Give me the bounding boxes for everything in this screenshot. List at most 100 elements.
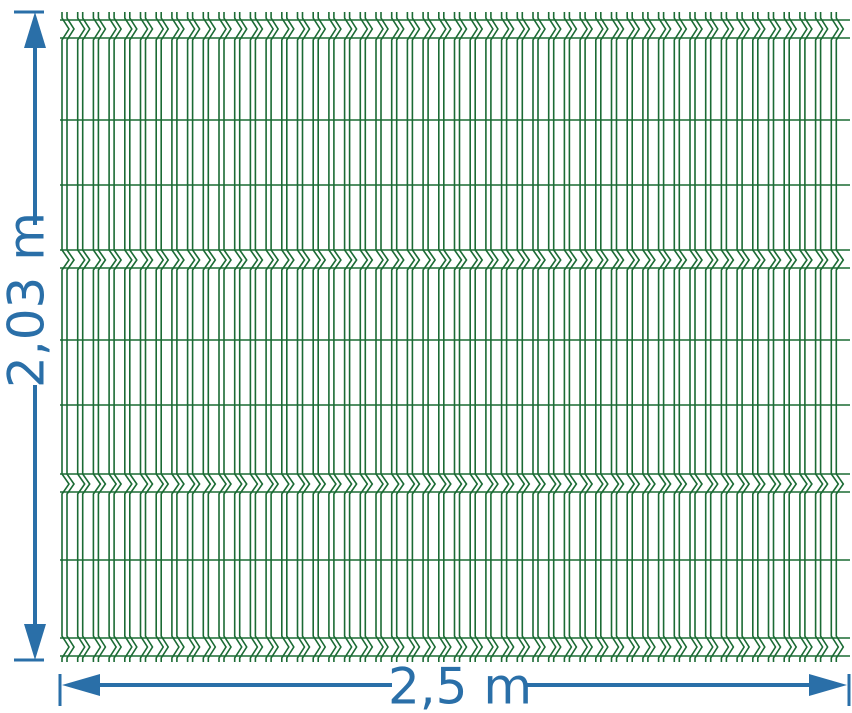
vertical-wire — [741, 12, 751, 662]
vertical-wire — [615, 12, 625, 662]
vertical-wire — [238, 12, 248, 662]
vertical-wire — [124, 12, 133, 662]
vertical-wire — [537, 12, 546, 662]
vertical-wire — [547, 12, 557, 662]
vertical-wire — [139, 12, 149, 662]
vertical-wire — [380, 12, 389, 662]
vertical-wire — [144, 12, 154, 662]
vertical-wire — [799, 12, 808, 662]
vertical-wire — [505, 12, 515, 662]
vertical-wire — [249, 12, 259, 662]
vertical-wire — [835, 12, 845, 662]
vertical-wire — [678, 12, 688, 662]
vertical-wire — [600, 12, 609, 662]
vertical-wire — [516, 12, 526, 662]
vertical-wire — [411, 12, 421, 662]
vertical-wire — [328, 12, 337, 662]
vertical-wire — [265, 12, 275, 662]
vertical-wire — [500, 12, 510, 662]
vertical-wire — [579, 12, 589, 662]
vertical-wire — [202, 12, 212, 662]
fence-panel — [60, 12, 850, 662]
vertical-wire — [129, 12, 138, 662]
vertical-wire — [736, 12, 746, 662]
vertical-wire — [662, 12, 672, 662]
vertical-wire — [301, 12, 311, 662]
vertical-wire — [438, 12, 447, 662]
vertical-wire — [296, 12, 306, 662]
vertical-wire — [171, 12, 180, 662]
vertical-wire — [720, 12, 730, 662]
arrowhead — [62, 674, 100, 696]
vertical-wire — [521, 12, 531, 662]
vertical-wire — [453, 12, 463, 662]
vertical-wire — [186, 12, 196, 662]
vertical-wire — [97, 12, 107, 662]
vertical-wire — [626, 12, 636, 662]
vertical-wire — [469, 12, 479, 662]
vertical-wire — [631, 12, 641, 662]
vertical-wire — [359, 12, 369, 662]
vertical-wire — [207, 12, 217, 662]
vertical-wire — [642, 12, 651, 662]
vertical-wire — [689, 12, 698, 662]
vertical-wire — [814, 12, 824, 662]
vertical-wire — [725, 12, 735, 662]
vertical-wire — [406, 12, 416, 662]
vertical-wire — [108, 12, 118, 662]
vertical-wire — [286, 12, 295, 662]
vertical-wire — [66, 12, 75, 662]
vertical-wire — [647, 12, 656, 662]
vertical-wire — [610, 12, 620, 662]
vertical-wire — [783, 12, 793, 662]
vertical-wire — [233, 12, 243, 662]
vertical-wire — [657, 12, 667, 662]
vertical-wire — [375, 12, 384, 662]
vertical-wire — [458, 12, 468, 662]
vertical-wire — [485, 12, 494, 662]
vertical-wire — [281, 12, 290, 662]
vertical-wire — [223, 12, 232, 662]
vertical-wire — [312, 12, 322, 662]
vertical-wire — [788, 12, 798, 662]
width-label: 2,5 m — [388, 658, 532, 713]
vertical-wire — [254, 12, 264, 662]
height-dimension — [14, 10, 46, 662]
arrowhead — [24, 624, 46, 660]
vertical-wire — [752, 12, 761, 662]
vertical-wire — [568, 12, 578, 662]
vertical-wire — [694, 12, 703, 662]
vertical-wire — [427, 12, 437, 662]
vertical-wire — [563, 12, 573, 662]
vertical-wire — [552, 12, 562, 662]
vertical-wire — [92, 12, 102, 662]
vertical-wire — [76, 12, 86, 662]
height-label: 2,03 m — [0, 212, 56, 388]
arrowhead — [809, 674, 847, 696]
vertical-wire — [772, 12, 782, 662]
vertical-wire — [584, 12, 594, 662]
vertical-wire — [343, 12, 353, 662]
vertical-wire — [422, 12, 432, 662]
vertical-wire — [218, 12, 227, 662]
vertical-wire — [270, 12, 280, 662]
vertical-wire — [709, 12, 719, 662]
vertical-wire — [804, 12, 813, 662]
vertical-wire — [704, 12, 714, 662]
vertical-wire — [490, 12, 499, 662]
vertical-wire — [595, 12, 604, 662]
vertical-wire — [333, 12, 342, 662]
vertical-wire — [819, 12, 829, 662]
vertical-wire — [155, 12, 165, 662]
width-dimension — [58, 674, 851, 706]
vertical-wire — [191, 12, 201, 662]
vertical-wire — [532, 12, 541, 662]
vertical-wire — [176, 12, 185, 662]
vertical-wire — [474, 12, 484, 662]
vertical-wire — [317, 12, 327, 662]
arrowhead — [24, 12, 46, 48]
vertical-wire — [160, 12, 170, 662]
vertical-wire — [757, 12, 766, 662]
vertical-wire — [364, 12, 374, 662]
